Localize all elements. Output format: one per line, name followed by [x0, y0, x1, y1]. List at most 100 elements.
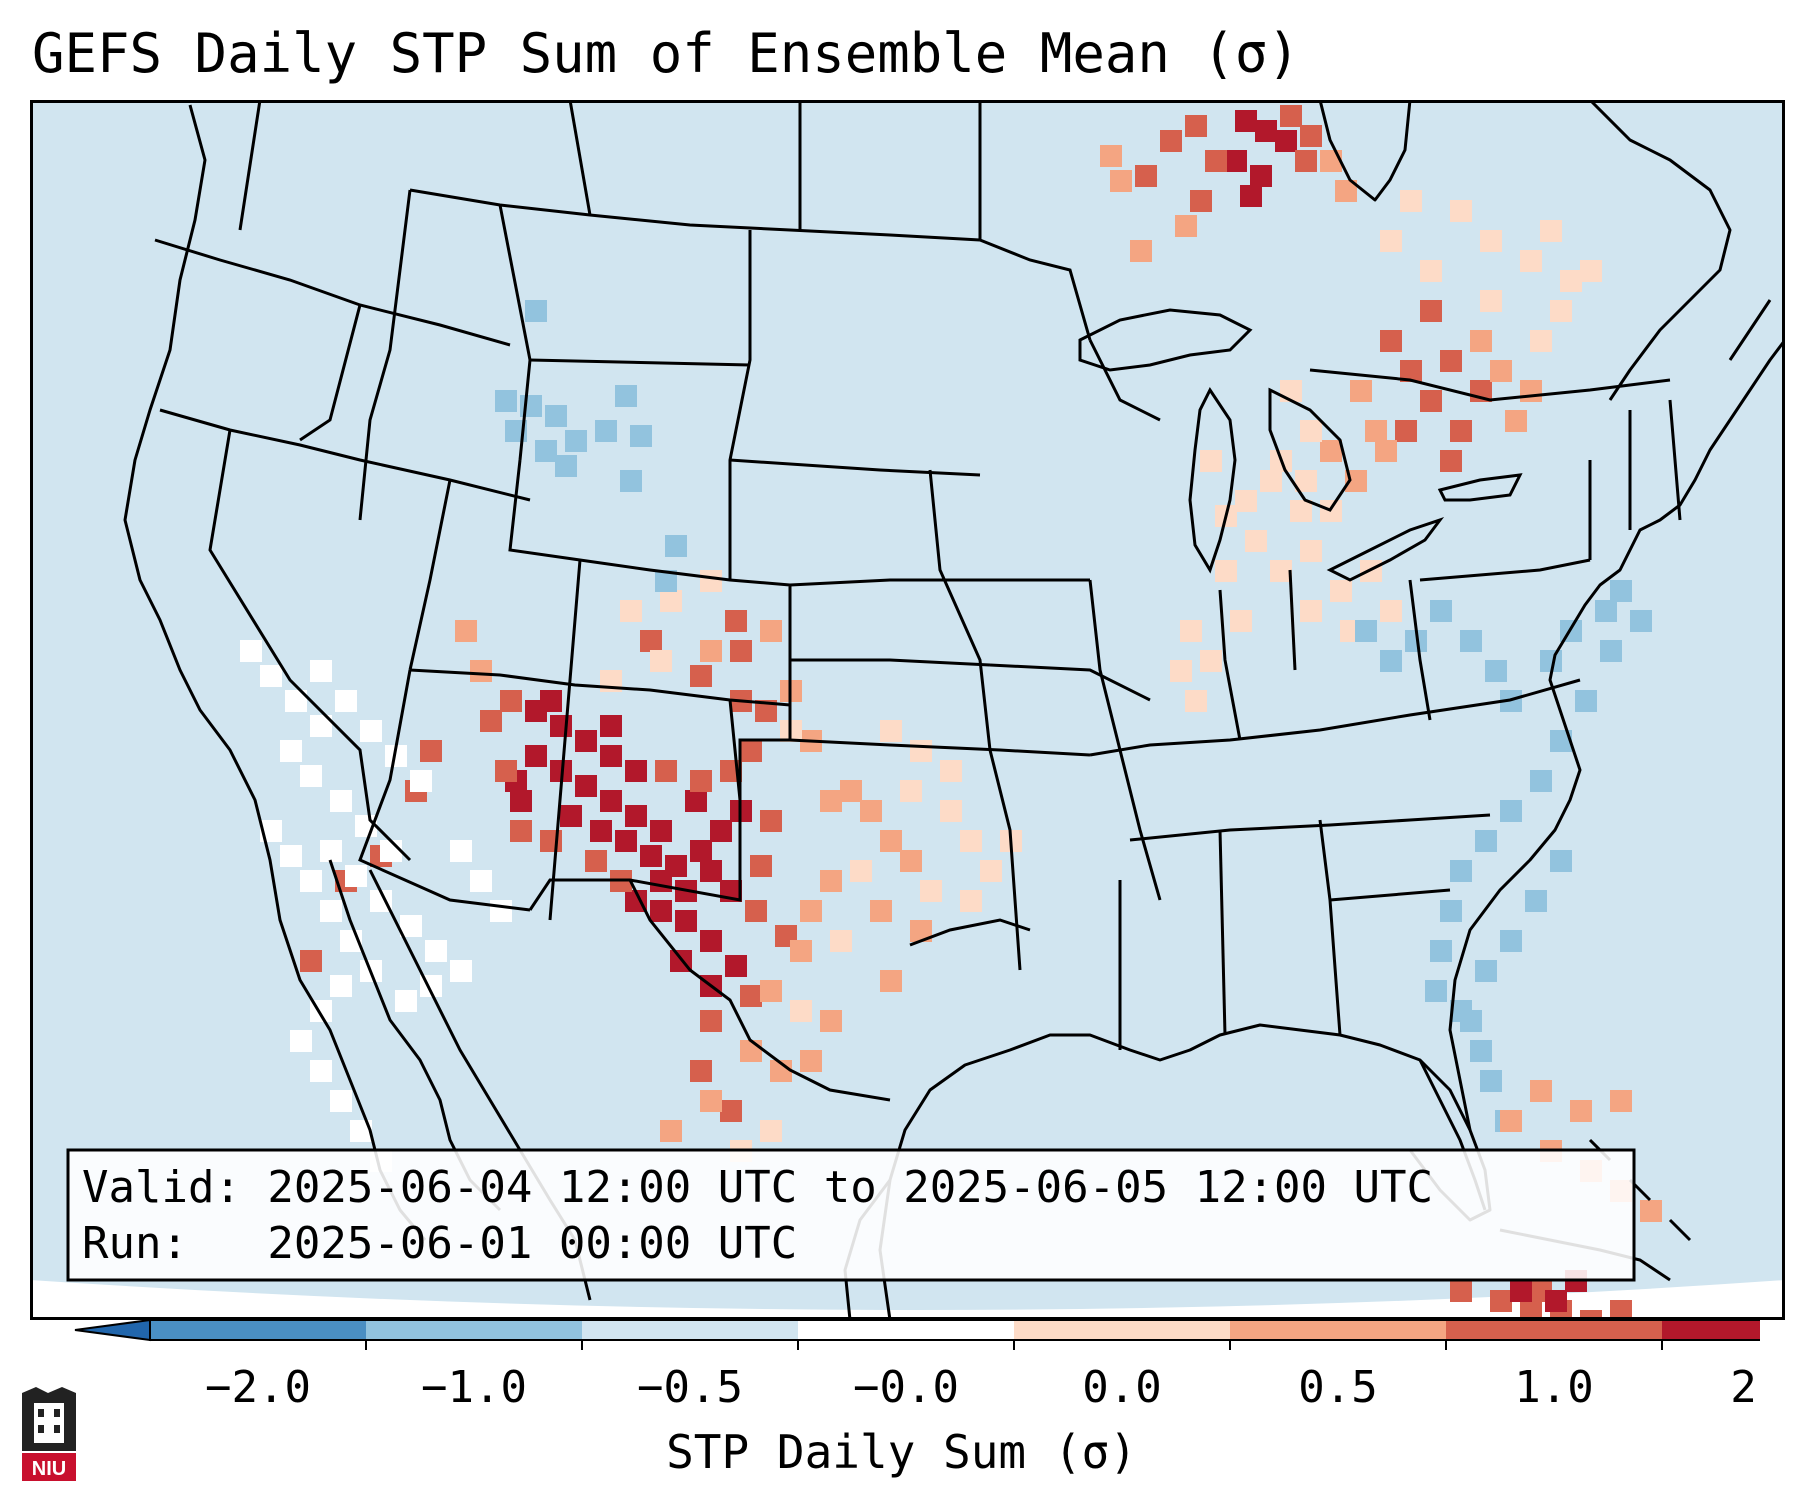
region-east-coast-blue: [1355, 580, 1652, 1132]
stp-cell: [660, 1120, 682, 1142]
stp-cell: [1580, 1310, 1602, 1320]
colorbar-segment: [1014, 1320, 1230, 1340]
stp-cell: [665, 535, 687, 557]
stp-cell: [910, 920, 932, 942]
state-borders: [154, 100, 1772, 1102]
stp-cell: [700, 1090, 722, 1112]
stp-cell: [300, 870, 322, 892]
stp-cell: [1510, 1280, 1532, 1302]
stp-cell: [1400, 360, 1422, 382]
region-great-lakes-high: [1380, 300, 1492, 472]
region-northern-ontario-high: [1135, 105, 1322, 212]
stp-cell: [395, 990, 417, 1012]
stp-cell: [420, 740, 442, 762]
stp-cell: [1375, 440, 1397, 462]
region-northern-ontario-mid: [1100, 145, 1357, 262]
stp-cell: [585, 850, 607, 872]
stp-cell: [595, 420, 617, 442]
stp-cell: [1330, 580, 1352, 602]
stp-cell: [1295, 150, 1317, 172]
stp-cell: [1530, 330, 1552, 352]
stp-cell: [525, 745, 547, 767]
stp-cell: [560, 805, 582, 827]
stp-cell: [1540, 220, 1562, 242]
stp-cell: [720, 1100, 742, 1122]
stp-cell: [1595, 600, 1617, 622]
stp-cell: [1610, 1090, 1632, 1112]
stp-cell: [625, 760, 647, 782]
stp-cell: [1440, 350, 1462, 372]
region-great-lakes-light: [1270, 190, 1602, 522]
lake-ontario: [1437, 473, 1523, 502]
stp-cell: [510, 790, 532, 812]
stp-cell: [1300, 600, 1322, 622]
stp-cell: [1180, 620, 1202, 642]
stp-cell: [1440, 450, 1462, 472]
stp-cell: [575, 775, 597, 797]
stp-cell: [280, 740, 302, 762]
stp-cell: [310, 715, 332, 737]
stp-cell: [1600, 640, 1622, 662]
colorbar: −2.0 −1.0 −0.5 −0.0 0.0 0.5 1.0 2.0: [74, 1318, 1760, 1413]
stp-cell: [1545, 1290, 1567, 1312]
stp-cell: [300, 765, 322, 787]
stp-cell: [1450, 1280, 1472, 1302]
stp-cell: [1525, 890, 1547, 912]
stp-cell: [1505, 410, 1527, 432]
stp-cell: [650, 650, 672, 672]
stp-cell: [690, 840, 712, 862]
region-southern-plains-mid: [455, 620, 932, 1142]
region-northern-ontario-max: [1225, 110, 1297, 207]
stp-cell: [385, 745, 407, 767]
stp-cell: [590, 820, 612, 842]
logo-text: NIU: [32, 1458, 66, 1480]
stp-cell: [1250, 165, 1272, 187]
stp-cell: [1450, 200, 1472, 222]
stp-cell: [1215, 560, 1237, 582]
stp-cell: [1460, 630, 1482, 652]
stp-cell: [450, 840, 472, 862]
stp-cell: [400, 915, 422, 937]
stp-cell: [960, 830, 982, 852]
stp-cell: [480, 710, 502, 732]
stp-cell: [1475, 960, 1497, 982]
colorbar-tick-label: 0.5: [1298, 1362, 1377, 1413]
stp-cell: [1500, 800, 1522, 822]
stp-cell: [1430, 940, 1452, 962]
info-box: Valid: 2025-06-04 12:00 UTC to 2025-06-0…: [66, 1148, 1636, 1282]
stp-cell: [615, 385, 637, 407]
stp-cell: [1335, 180, 1357, 202]
colorbar-tick-label: 0.0: [1082, 1362, 1161, 1413]
stp-cell: [280, 845, 302, 867]
stp-cell: [1500, 930, 1522, 952]
stp-cell: [1640, 1200, 1662, 1222]
stp-cell: [1365, 420, 1387, 442]
stp-cell: [1135, 165, 1157, 187]
stp-cell: [1480, 290, 1502, 312]
stp-cell: [540, 690, 562, 712]
stp-cell: [650, 900, 672, 922]
colorbar-segment: [150, 1320, 366, 1340]
stp-cell: [1295, 470, 1317, 492]
stp-cell: [1520, 1300, 1542, 1320]
stp-cell: [545, 405, 567, 427]
stp-cell: [820, 1010, 842, 1032]
stp-cell: [1470, 1040, 1492, 1062]
stp-cell: [660, 590, 682, 612]
stp-cell: [330, 790, 352, 812]
colorbar-tick-label: −1.0: [421, 1362, 527, 1413]
stp-cell: [1475, 830, 1497, 852]
stp-cell: [470, 870, 492, 892]
stp-cell: [800, 900, 822, 922]
stp-cell: [500, 690, 522, 712]
colorbar-tick-label: −2.0: [205, 1362, 311, 1413]
stp-cell: [1530, 1080, 1552, 1102]
stp-cell: [1520, 380, 1542, 402]
stp-cell: [1490, 360, 1512, 382]
stp-cell: [1575, 690, 1597, 712]
colorbar-segment: [366, 1320, 582, 1340]
region-southwest-white: [240, 640, 512, 1172]
stp-cell: [685, 790, 707, 812]
stp-cell: [730, 640, 752, 662]
stp-cell: [760, 1120, 782, 1142]
